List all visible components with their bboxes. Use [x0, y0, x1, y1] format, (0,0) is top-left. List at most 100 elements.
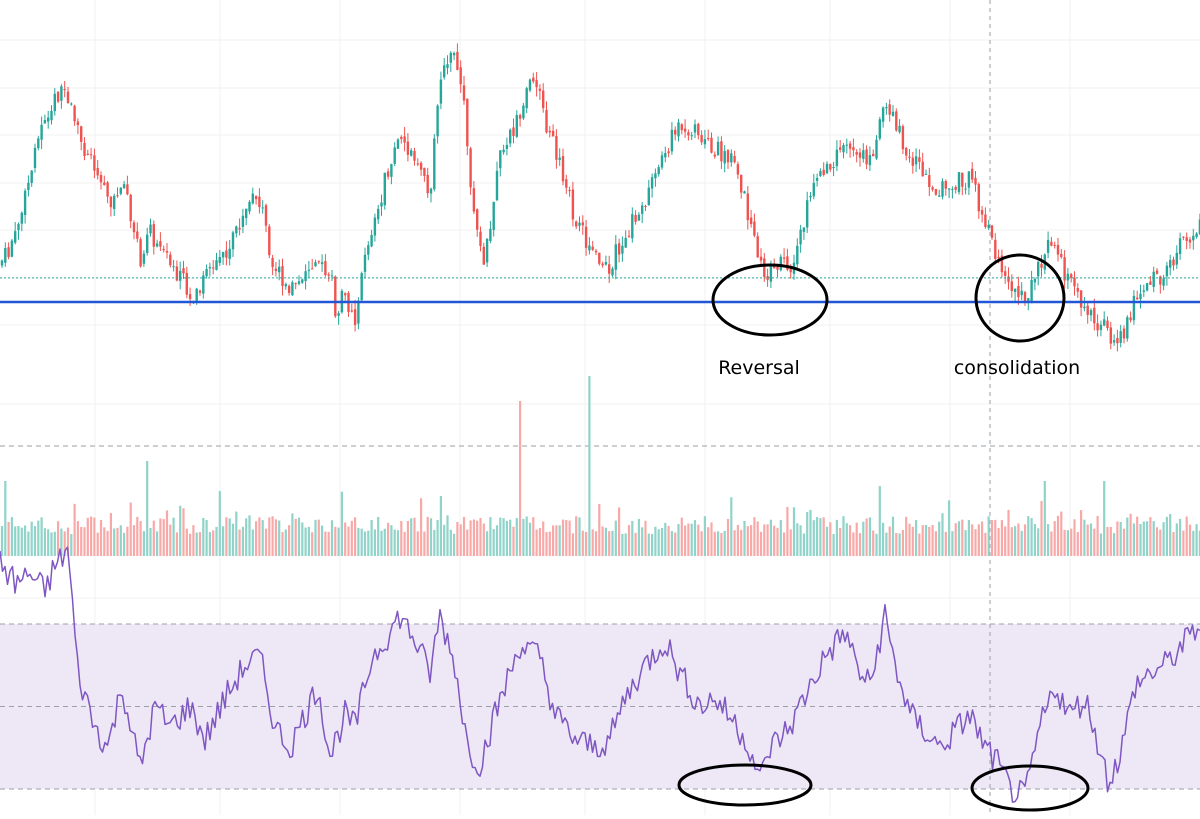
volume-bar-11 — [37, 520, 40, 556]
volume-bar-265 — [875, 533, 878, 556]
candle-body-182 — [601, 263, 604, 266]
volume-bar-26 — [86, 517, 89, 556]
volume-bar-7 — [24, 525, 27, 556]
volume-bar-93 — [307, 526, 310, 556]
volume-bar-194 — [641, 527, 644, 556]
volume-bar-274 — [905, 516, 908, 556]
candle-body-283 — [934, 188, 938, 195]
volume-bar-182 — [601, 526, 604, 556]
candle-body-251 — [829, 164, 832, 170]
candle-body-269 — [888, 104, 891, 115]
candle-body-30 — [99, 175, 103, 183]
volume-bar-333 — [1099, 533, 1102, 556]
candle-body-225 — [743, 191, 746, 194]
volume-bar-146 — [482, 523, 485, 556]
volume-bar-111 — [367, 530, 370, 556]
volume-bar-328 — [1083, 519, 1086, 556]
volume-bar-299 — [987, 516, 990, 556]
candle-body-53 — [175, 266, 179, 281]
volume-bar-40 — [132, 525, 136, 556]
candle-body-305 — [1007, 276, 1010, 282]
candle-body-107 — [353, 309, 357, 326]
candle-body-17 — [56, 91, 60, 102]
candle-body-66 — [218, 257, 221, 263]
volume-bar-285 — [941, 513, 944, 556]
volume-bar-66 — [218, 491, 221, 556]
candle-body-161 — [532, 77, 535, 82]
volume-bar-130 — [429, 518, 433, 556]
volume-bar-271 — [895, 532, 898, 556]
candle-body-227 — [749, 217, 753, 225]
volume-bar-215 — [710, 522, 713, 556]
volume-bar-87 — [288, 525, 291, 556]
volume-bar-209 — [690, 523, 693, 556]
candle-body-343 — [1132, 295, 1136, 321]
candle-body-91 — [301, 279, 304, 283]
volume-bar-145 — [479, 517, 482, 556]
candle-body-137 — [452, 53, 456, 56]
candle-body-124 — [410, 150, 413, 156]
volume-bar-314 — [1037, 528, 1040, 556]
volume-bar-281 — [928, 526, 931, 556]
candle-body-332 — [1096, 323, 1099, 331]
volume-bar-258 — [852, 532, 855, 556]
candle-body-333 — [1099, 324, 1103, 331]
candle-body-314 — [1037, 261, 1040, 277]
candle-body-362 — [1195, 233, 1198, 238]
candle-body-345 — [1139, 293, 1142, 300]
volume-bar-227 — [750, 525, 753, 556]
volume-bar-30 — [99, 519, 103, 556]
volume-bar-186 — [614, 520, 617, 556]
volume-bar-86 — [284, 529, 287, 556]
volume-bar-110 — [363, 531, 367, 556]
volume-bar-28 — [93, 517, 96, 556]
volume-bar-249 — [822, 517, 825, 556]
candle-body-21 — [70, 103, 73, 105]
candle-body-49 — [162, 248, 165, 251]
volume-bar-33 — [109, 513, 112, 556]
volume-bar-223 — [736, 524, 739, 556]
volume-bar-211 — [697, 524, 700, 556]
candle-body-257 — [848, 143, 852, 149]
volume-bar-83 — [274, 519, 277, 556]
candle-body-292 — [964, 188, 967, 190]
candle-body-312 — [1030, 279, 1033, 301]
volume-bar-191 — [631, 520, 634, 556]
volume-bar-303 — [1000, 520, 1003, 556]
candle-body-323 — [1066, 273, 1070, 281]
volume-bar-190 — [627, 525, 631, 556]
candle-body-239 — [789, 269, 792, 273]
candle-body-76 — [251, 193, 254, 204]
volume-bar-106 — [350, 520, 353, 556]
volume-bar-270 — [891, 516, 895, 556]
volume-bar-293 — [967, 519, 970, 556]
volume-bar-343 — [1132, 523, 1135, 556]
volume-bar-116 — [383, 528, 386, 556]
volume-bar-348 — [1149, 517, 1152, 556]
candle-body-241 — [796, 245, 799, 265]
candle-body-118 — [390, 164, 393, 177]
candle-body-212 — [700, 135, 703, 143]
candle-body-68 — [225, 250, 228, 258]
candle-body-44 — [146, 234, 149, 253]
volume-bar-319 — [1053, 521, 1056, 556]
candle-body-35 — [116, 195, 119, 197]
volume-bar-147 — [486, 531, 489, 556]
candle-body-300 — [990, 225, 994, 238]
candle-body-360 — [1188, 239, 1192, 243]
volume-bar-243 — [802, 533, 805, 556]
candle-body-12 — [40, 124, 43, 140]
volume-bar-154 — [509, 519, 512, 556]
candle-body-88 — [291, 282, 294, 296]
candle-body-62 — [205, 268, 208, 277]
volume-bar-101 — [334, 526, 337, 556]
volume-bar-278 — [918, 533, 921, 556]
candle-body-55 — [182, 268, 185, 274]
volume-bar-320 — [1056, 515, 1060, 556]
volume-bar-139 — [459, 524, 462, 556]
candle-body-296 — [977, 184, 980, 212]
volume-bar-107 — [354, 517, 357, 556]
candle-body-272 — [898, 125, 901, 133]
candle-body-321 — [1060, 254, 1063, 258]
volume-bar-282 — [931, 524, 934, 556]
